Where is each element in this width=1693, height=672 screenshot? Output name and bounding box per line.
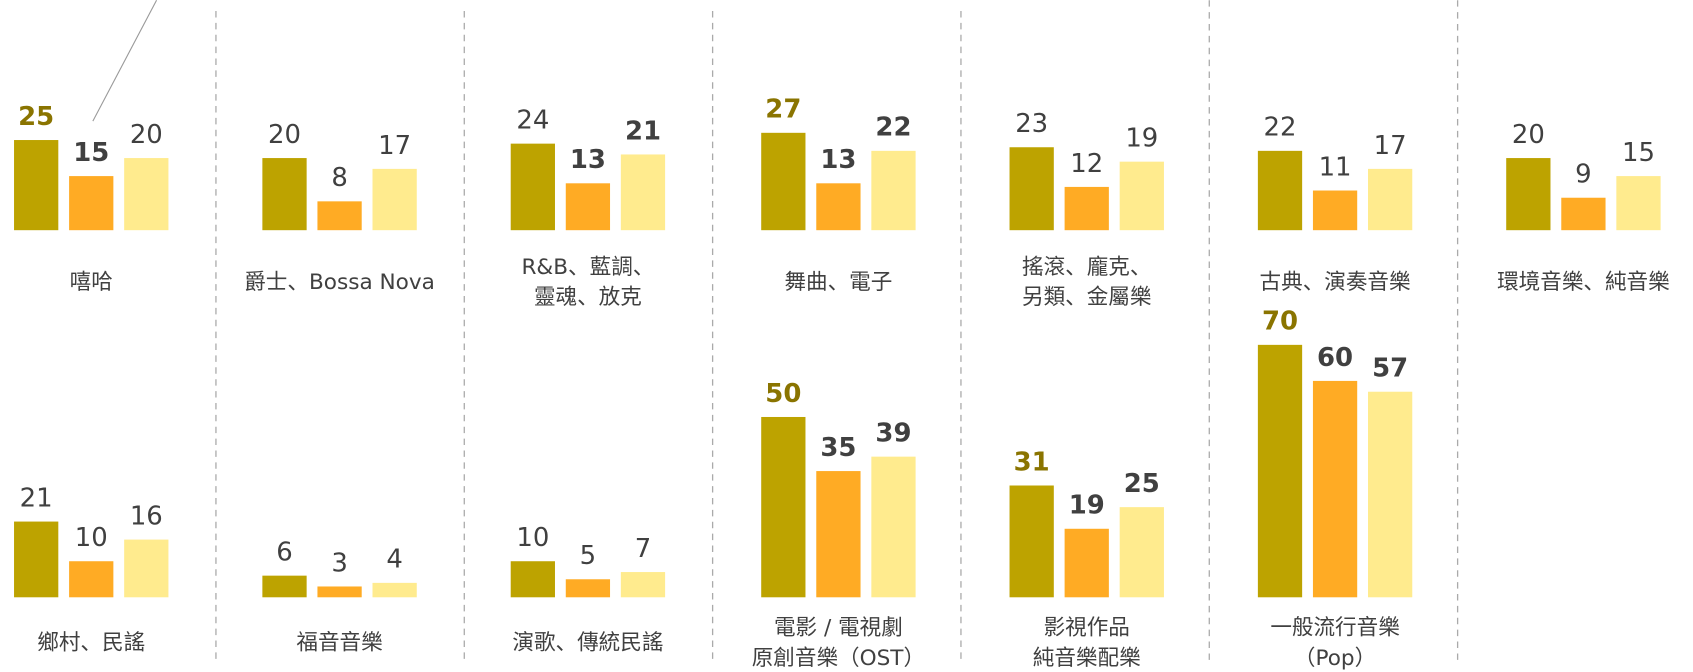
bar	[372, 168, 417, 231]
bar	[1616, 176, 1661, 231]
data-label: 10	[516, 523, 549, 553]
data-label: 39	[875, 419, 911, 449]
data-label: 25	[18, 102, 54, 132]
bar	[69, 561, 114, 598]
bar	[510, 561, 555, 598]
data-label: 17	[378, 131, 411, 161]
category-label: 舞曲、電子	[784, 270, 892, 295]
bar	[1368, 168, 1413, 231]
category-label: 純音樂配樂	[1033, 646, 1141, 671]
bar	[1064, 186, 1109, 231]
category-label: 爵士、Bossa Nova	[244, 270, 435, 295]
data-label: 7	[635, 534, 651, 564]
bar	[816, 183, 861, 231]
bar	[1257, 150, 1303, 231]
bar	[871, 456, 916, 598]
bar	[1506, 158, 1551, 231]
data-label: 60	[1317, 343, 1353, 373]
category-label: 鄉村、民謠	[37, 631, 145, 656]
bar	[761, 416, 806, 598]
data-label: 12	[1070, 149, 1103, 179]
category-label: 靈魂、放克	[534, 285, 642, 310]
data-label: 20	[130, 120, 163, 150]
bar	[317, 201, 362, 231]
data-label: 19	[1069, 491, 1105, 521]
data-label: 13	[570, 145, 606, 175]
bar	[565, 579, 611, 598]
category-label: 搖滾、龐克、	[1022, 255, 1151, 280]
category-label: 環境音樂、純音樂	[1497, 270, 1670, 295]
data-label: 15	[1622, 138, 1655, 168]
bar	[510, 143, 555, 231]
data-label: 21	[20, 483, 53, 513]
bar	[14, 140, 59, 231]
category-label: 電影 / 電視劇	[774, 616, 903, 641]
category-label: （Pop）	[1294, 646, 1376, 671]
leader-line	[92, 0, 158, 122]
data-label: 15	[73, 138, 109, 168]
bar	[124, 158, 169, 231]
bar	[317, 586, 362, 598]
bar	[1312, 190, 1358, 231]
data-label: 20	[1512, 120, 1545, 150]
data-label: 16	[130, 501, 163, 531]
bar	[761, 132, 806, 231]
category-label: R&B、藍調、	[521, 255, 654, 280]
data-label: 24	[516, 106, 549, 136]
bar	[1119, 507, 1164, 598]
bar	[1064, 528, 1109, 598]
data-label: 23	[1015, 109, 1048, 139]
separators	[215, 0, 1459, 665]
data-label: 19	[1125, 124, 1158, 154]
bar	[1368, 391, 1413, 598]
bar	[14, 521, 59, 598]
data-label: 70	[1262, 307, 1298, 337]
data-label: 17	[1374, 131, 1407, 161]
bar	[565, 183, 611, 231]
data-label: 4	[386, 545, 402, 575]
category-label: 影視作品	[1044, 616, 1130, 641]
bar	[1257, 344, 1303, 598]
data-label: 13	[820, 145, 856, 175]
data-label: 11	[1319, 152, 1352, 182]
data-label: 3	[331, 548, 347, 578]
data-label: 31	[1014, 447, 1050, 477]
bar	[1119, 161, 1164, 231]
bar	[1561, 197, 1606, 231]
category-label: 另類、金屬樂	[1022, 285, 1151, 310]
bar	[871, 150, 916, 231]
data-label: 9	[1575, 160, 1591, 190]
category-label: 古典、演奏音樂	[1260, 270, 1411, 295]
category-label: 嘻哈	[70, 270, 113, 295]
bar	[816, 471, 861, 598]
bar	[1009, 485, 1054, 598]
bar	[1312, 380, 1358, 598]
bar	[1009, 147, 1054, 231]
bar	[69, 176, 114, 231]
data-label: 35	[820, 433, 856, 463]
bar	[262, 158, 307, 231]
data-label: 20	[268, 120, 301, 150]
category-label: 一般流行音樂	[1270, 616, 1399, 641]
bar	[620, 572, 666, 598]
category-label: 福音音樂	[296, 631, 382, 656]
data-label: 25	[1124, 469, 1160, 499]
data-label: 8	[331, 163, 347, 193]
bar	[124, 539, 169, 598]
data-label: 21	[625, 116, 661, 146]
data-label: 57	[1372, 354, 1408, 384]
data-label: 22	[1264, 113, 1297, 143]
bar	[262, 575, 307, 598]
bar	[620, 154, 666, 231]
data-label: 27	[765, 95, 801, 125]
category-label: 演歌、傳統民謠	[512, 631, 663, 656]
data-label: 5	[580, 541, 596, 571]
data-label: 6	[276, 538, 292, 568]
category-label: 原創音樂（OST）	[752, 646, 925, 671]
bar	[372, 582, 417, 598]
data-label: 50	[765, 379, 801, 409]
data-label: 22	[875, 113, 911, 143]
data-label: 10	[75, 523, 108, 553]
